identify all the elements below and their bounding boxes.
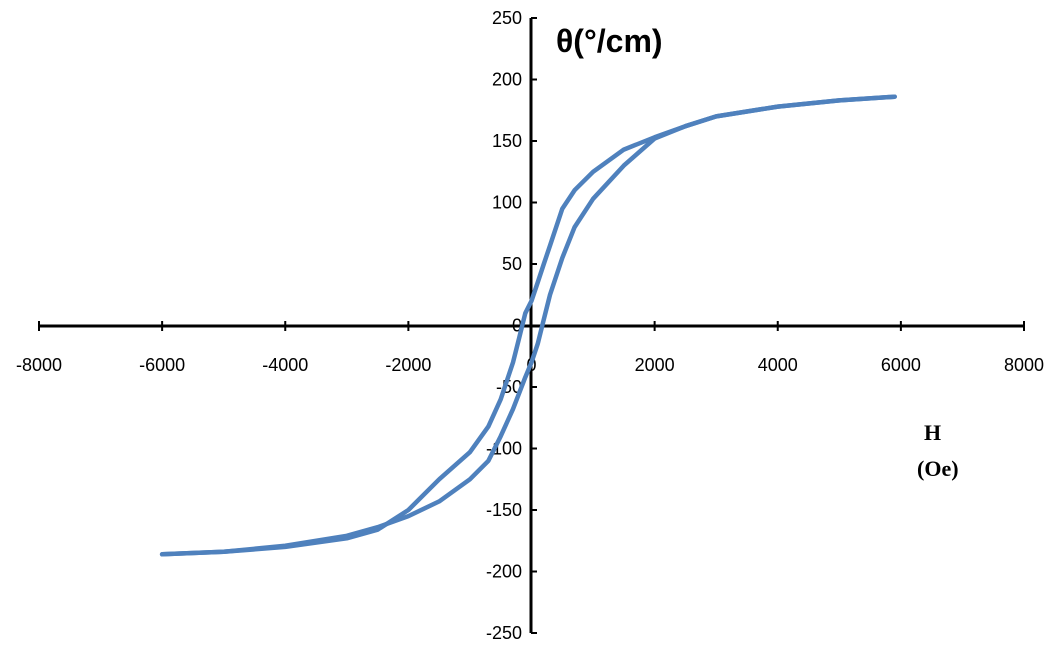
x-tick-label: -2000 xyxy=(385,355,431,375)
series-group xyxy=(159,94,897,557)
x-tick-label: 8000 xyxy=(1004,355,1044,375)
series-line-2 xyxy=(159,94,897,557)
y-axis-label: θ(°/cm) xyxy=(556,23,663,59)
y-tick-label: 150 xyxy=(492,131,522,151)
x-tick-label: 4000 xyxy=(758,355,798,375)
y-tick-label: 250 xyxy=(492,8,522,28)
x-axis-label-line1: H xyxy=(924,420,941,445)
y-tick-label: -150 xyxy=(486,500,522,520)
x-tick-label: -8000 xyxy=(16,355,62,375)
tick-marks xyxy=(38,17,1025,634)
y-tick-label: 0 xyxy=(512,316,522,336)
x-tick-label: -6000 xyxy=(139,355,185,375)
y-tick-label: -200 xyxy=(486,562,522,582)
x-tick-label: 2000 xyxy=(635,355,675,375)
y-tick-label: 200 xyxy=(492,70,522,90)
x-tick-label: -4000 xyxy=(262,355,308,375)
x-axis-label-line2: (Oe) xyxy=(917,456,959,481)
y-tick-label: 50 xyxy=(502,254,522,274)
y-tick-label: 100 xyxy=(492,193,522,213)
x-tick-label: 6000 xyxy=(881,355,921,375)
y-tick-label: -250 xyxy=(486,623,522,643)
